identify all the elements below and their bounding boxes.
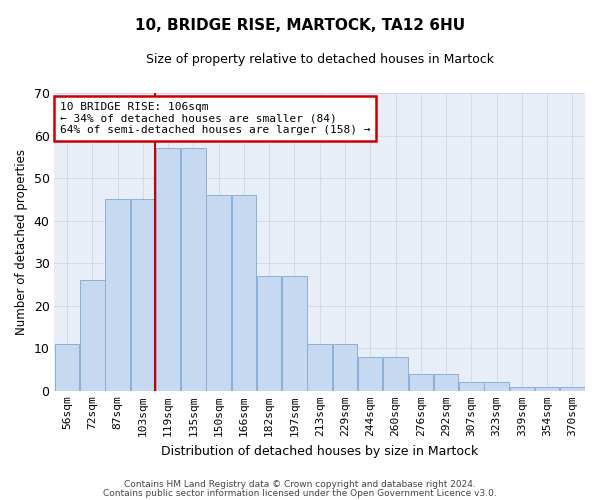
Bar <box>535 386 559 391</box>
Bar <box>333 344 357 391</box>
Bar <box>80 280 104 391</box>
Bar <box>206 195 231 391</box>
X-axis label: Distribution of detached houses by size in Martock: Distribution of detached houses by size … <box>161 444 478 458</box>
Bar <box>181 148 206 391</box>
Bar <box>459 382 484 391</box>
Bar <box>509 386 534 391</box>
Bar <box>232 195 256 391</box>
Bar <box>358 357 382 391</box>
Bar <box>307 344 332 391</box>
Text: Contains public sector information licensed under the Open Government Licence v3: Contains public sector information licen… <box>103 488 497 498</box>
Text: 10 BRIDGE RISE: 106sqm
← 34% of detached houses are smaller (84)
64% of semi-det: 10 BRIDGE RISE: 106sqm ← 34% of detached… <box>60 102 370 135</box>
Bar <box>409 374 433 391</box>
Bar <box>156 148 181 391</box>
Bar <box>55 344 79 391</box>
Bar <box>257 276 281 391</box>
Text: Contains HM Land Registry data © Crown copyright and database right 2024.: Contains HM Land Registry data © Crown c… <box>124 480 476 489</box>
Bar <box>560 386 584 391</box>
Bar <box>383 357 408 391</box>
Bar <box>484 382 509 391</box>
Bar <box>106 200 130 391</box>
Title: Size of property relative to detached houses in Martock: Size of property relative to detached ho… <box>146 52 494 66</box>
Bar <box>434 374 458 391</box>
Text: 10, BRIDGE RISE, MARTOCK, TA12 6HU: 10, BRIDGE RISE, MARTOCK, TA12 6HU <box>135 18 465 32</box>
Bar <box>131 200 155 391</box>
Bar <box>282 276 307 391</box>
Y-axis label: Number of detached properties: Number of detached properties <box>15 149 28 335</box>
